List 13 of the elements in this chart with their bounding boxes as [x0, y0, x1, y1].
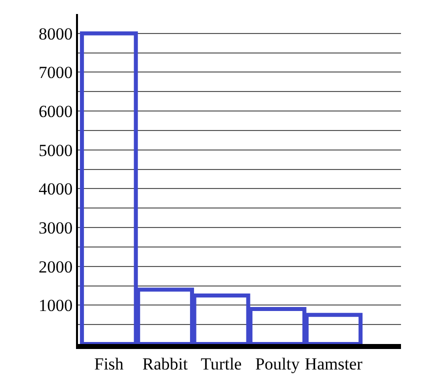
- y-tick-label: 3000: [38, 218, 73, 238]
- x-tick-label: Poulty: [255, 354, 300, 374]
- x-tick-label: Rabbit: [142, 354, 188, 374]
- y-tick-label: 2000: [38, 257, 73, 276]
- y-tick-label: 8000: [38, 24, 73, 44]
- x-tick-label: Fish: [94, 354, 124, 374]
- y-tick-label: 1000: [38, 296, 73, 316]
- y-tick-label: 5000: [38, 140, 73, 160]
- x-tick-label: Hamster: [304, 354, 363, 374]
- y-tick-label: 7000: [38, 63, 73, 82]
- x-tick-label: Turtle: [200, 354, 242, 374]
- y-tick-label: 6000: [38, 102, 73, 122]
- y-tick-label: 4000: [38, 180, 73, 199]
